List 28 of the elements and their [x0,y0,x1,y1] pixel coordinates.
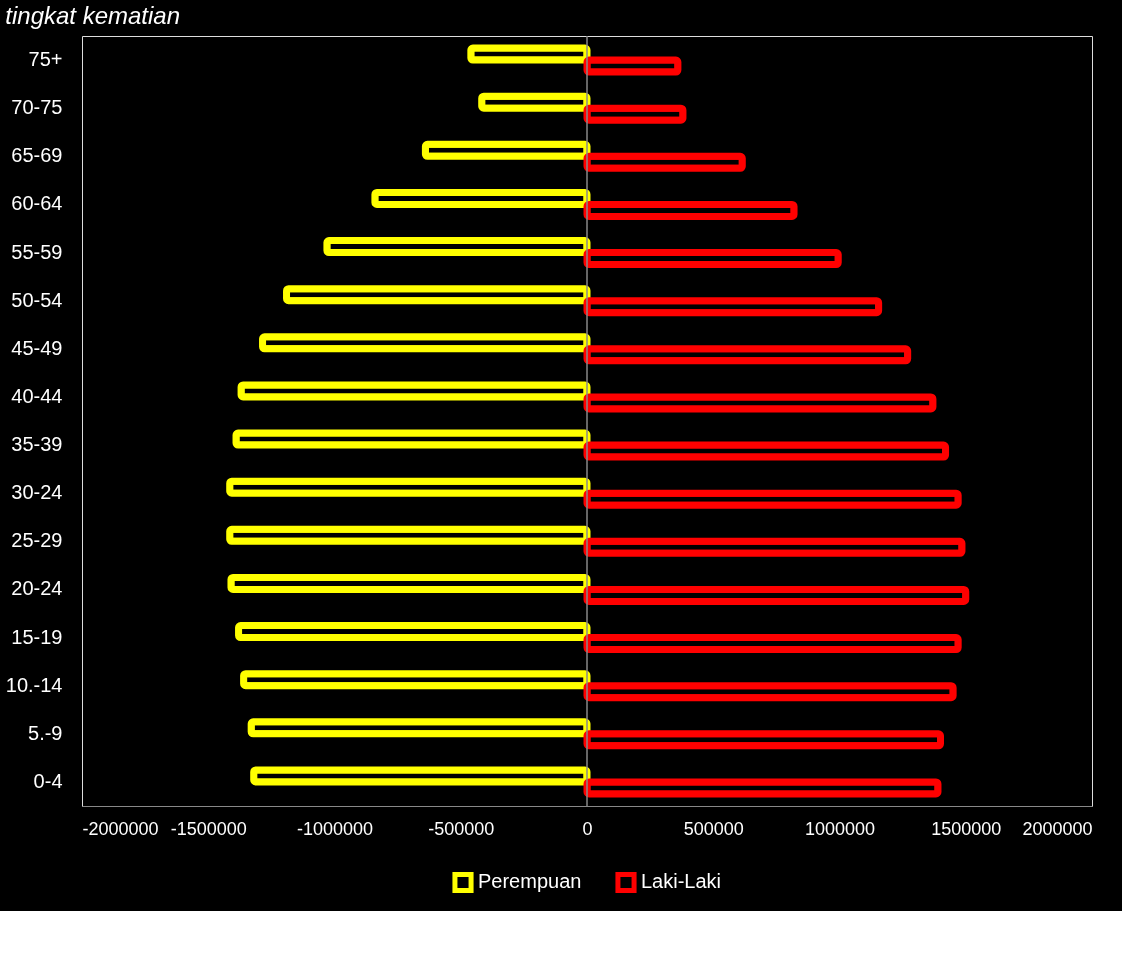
y-tick-label: 45-49 [11,336,63,359]
y-tick-label: 70-75 [11,96,63,119]
y-tick-label: 75+ [28,48,63,71]
x-tick-label: -2000000 [82,818,159,839]
y-tick-label: 20-24 [11,577,63,600]
x-tick-label: 0 [582,818,593,839]
x-tick-label: -1000000 [296,818,374,839]
x-tick-label: -500000 [428,818,495,839]
y-tick-label: 35-39 [11,433,63,456]
y-tick-label: 60-64 [11,192,63,215]
y-tick-label: 10.-14 [5,673,63,696]
x-tick-label: 1000000 [804,818,876,839]
x-tick-label: 2000000 [1022,818,1093,839]
y-tick-label: 5.-9 [28,721,63,744]
x-tick-label: -1500000 [170,818,247,839]
y-tick-label: 0-4 [33,769,63,792]
x-tick-label: 500000 [683,818,744,839]
y-tick-label: 40-44 [11,384,63,407]
y-tick-label: 65-69 [11,144,63,167]
y-tick-label: 50-54 [11,288,63,311]
x-tick-label: 1500000 [931,818,1002,839]
legend-label: Laki-Laki [641,870,722,893]
text: tingkat kematian [5,2,181,30]
y-tick-label: 30-24 [11,481,63,504]
y-tick-label: 55-59 [11,240,63,263]
y-tick-label: 25-29 [11,529,63,552]
y-tick-label: 15-19 [11,625,63,648]
legend-label: Perempuan [478,870,582,893]
